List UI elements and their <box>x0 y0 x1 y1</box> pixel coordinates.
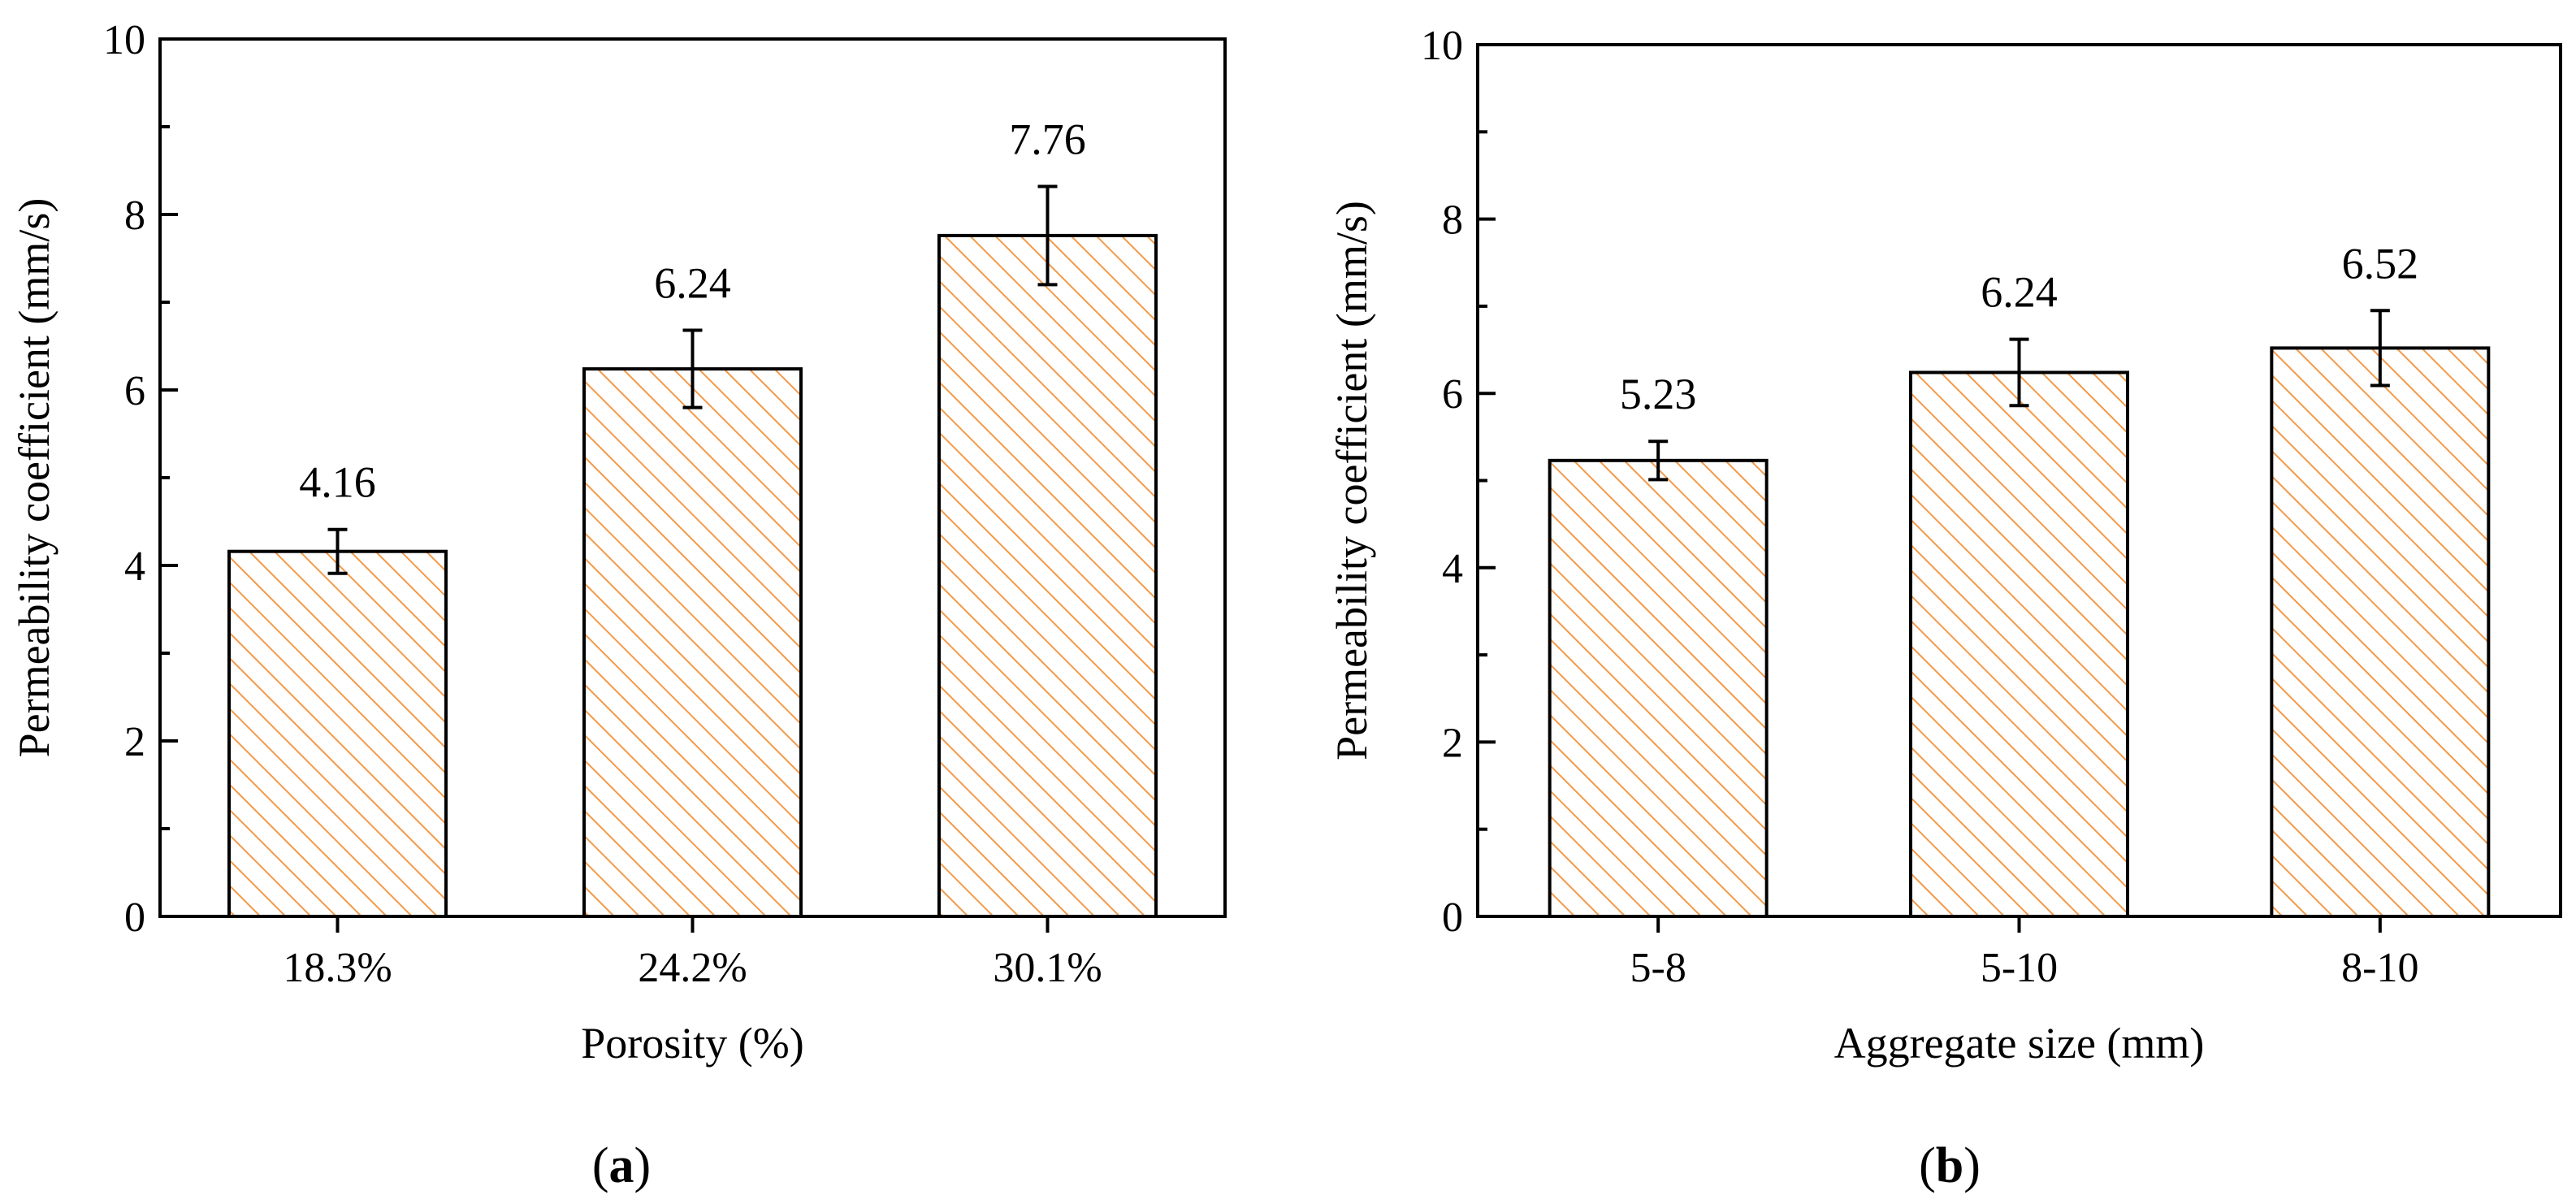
bar-8-10 <box>2270 346 2491 918</box>
x-tick-label: 8-10 <box>2341 945 2418 991</box>
data-label: 6.24 <box>654 259 731 308</box>
panel-label: (b) <box>1919 1138 1981 1193</box>
x-tick-label: 5-8 <box>1630 945 1686 991</box>
error-bar <box>2370 309 2390 388</box>
y-tick-label: 10 <box>103 17 145 63</box>
x-tick-label: 24.2% <box>638 945 747 991</box>
y-tick-label: 4 <box>124 544 145 590</box>
data-label: 6.24 <box>1981 268 2058 317</box>
bar-5-8 <box>1548 458 1769 918</box>
x-axis-title: Porosity (%) <box>581 1019 803 1068</box>
bar-18.3% <box>227 549 448 918</box>
y-tick-label: 0 <box>124 894 145 941</box>
y-tick-label: 2 <box>124 719 145 765</box>
y-tick-label: 8 <box>1442 197 1463 244</box>
y-axis-title: Permeability coefficient (mm/s) <box>10 198 58 758</box>
error-bar <box>682 328 703 409</box>
error-bar <box>1037 184 1058 287</box>
x-tick-label: 18.3% <box>283 945 392 991</box>
panel-label: (a) <box>592 1138 651 1193</box>
data-label: 6.52 <box>2342 239 2419 288</box>
x-tick-label: 30.1% <box>993 945 1102 991</box>
error-bar <box>2009 337 2029 408</box>
data-label: 7.76 <box>1009 115 1086 163</box>
chart-panel-a: 4.16 6.24 7.76 0 2 4 6 8 10 18.3% 24.2% 30.1% Porosi… <box>10 17 1227 1193</box>
y-tick-label: 6 <box>1442 371 1463 418</box>
y-tick-label: 10 <box>1421 23 1463 69</box>
bar-5-10 <box>1909 370 2129 918</box>
data-label: 4.16 <box>299 458 376 507</box>
bar-30.1% <box>937 233 1158 919</box>
error-bar <box>327 527 348 575</box>
y-tick-label: 0 <box>1442 894 1463 941</box>
data-label: 5.23 <box>1620 370 1697 418</box>
y-tick-label: 6 <box>124 368 145 414</box>
y-tick-label: 4 <box>1442 546 1463 592</box>
error-bar <box>1648 440 1669 482</box>
x-tick-label: 5-10 <box>1981 945 2058 991</box>
x-axis-title: Aggregate size (mm) <box>1834 1019 2205 1068</box>
y-tick-label: 8 <box>124 193 145 239</box>
y-tick-label: 2 <box>1442 720 1463 766</box>
bar-24.2% <box>582 367 803 918</box>
chart-panel-b: 5.23 6.24 6.52 0 2 4 6 8 10 5-8 5-10 8-10 Aggregate … <box>1327 23 2562 1193</box>
y-axis-title: Permeability coefficient (mm/s) <box>1327 201 1376 760</box>
